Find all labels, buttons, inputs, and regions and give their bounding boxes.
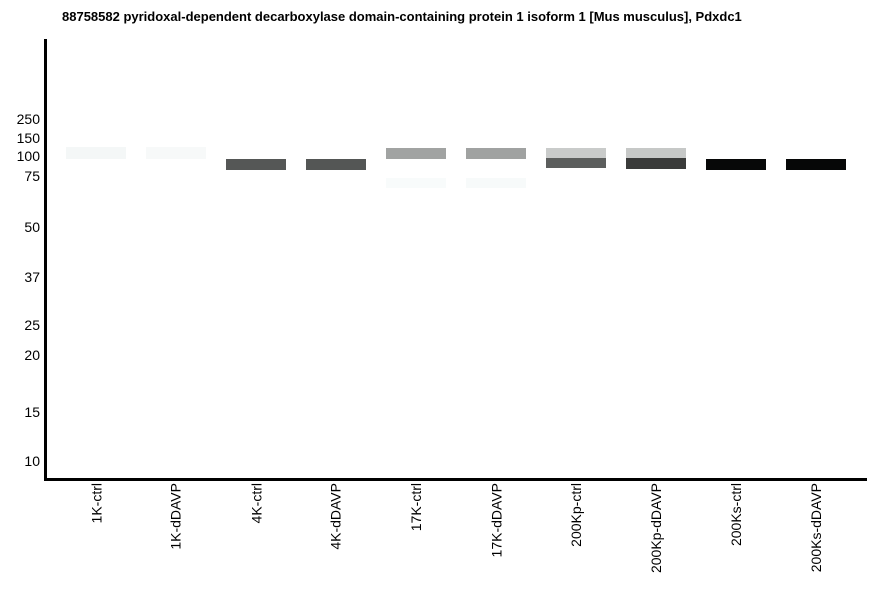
y-tick-label: 37	[24, 269, 40, 285]
lane-label: 200Ks-ctrl	[728, 483, 744, 547]
gel-band	[226, 159, 286, 170]
lane-label: 200Kp-ctrl	[568, 483, 584, 547]
gel-band	[306, 159, 366, 170]
lane-label: 4K-ctrl	[248, 483, 264, 524]
gel-band	[386, 148, 446, 159]
lane-label: 17K-ctrl	[408, 483, 424, 532]
figure-title: 88758582 pyridoxal-dependent decarboxyla…	[62, 9, 742, 24]
lane-label: 1K-dDAVP	[168, 483, 184, 550]
gel-band	[146, 147, 206, 159]
y-tick-label: 250	[16, 111, 40, 127]
gel-band	[466, 178, 526, 188]
gel-band	[626, 158, 686, 169]
gel-band	[546, 148, 606, 158]
y-tick-label: 100	[16, 148, 40, 164]
lane-label: 1K-ctrl	[88, 483, 104, 524]
gel-band	[626, 148, 686, 158]
y-axis-line	[44, 39, 47, 481]
lane-label: 4K-dDAVP	[328, 483, 344, 550]
gel-band	[466, 148, 526, 159]
gel-band	[386, 178, 446, 188]
lane-label: 17K-dDAVP	[488, 483, 504, 558]
y-tick-label: 75	[24, 168, 40, 184]
gel-band	[546, 158, 606, 168]
lane-label: 200Ks-dDAVP	[808, 483, 824, 573]
gel-band	[706, 159, 766, 170]
gel-band	[66, 147, 126, 159]
lane-label: 200Kp-dDAVP	[648, 483, 664, 574]
y-tick-label: 10	[24, 453, 40, 469]
x-axis-line	[44, 478, 867, 481]
y-tick-label: 15	[24, 404, 40, 420]
y-tick-label: 25	[24, 317, 40, 333]
gel-band	[786, 159, 846, 170]
y-tick-label: 150	[16, 130, 40, 146]
y-tick-label: 50	[24, 219, 40, 235]
y-tick-label: 20	[24, 347, 40, 363]
